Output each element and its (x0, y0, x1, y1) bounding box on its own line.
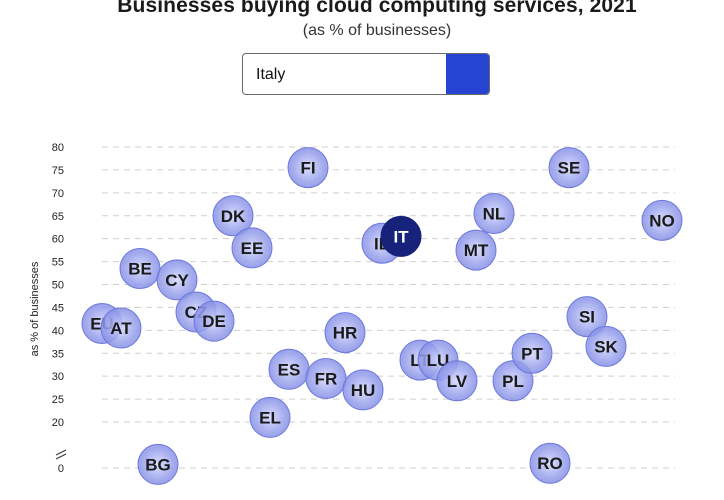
bubble-si[interactable]: SI (566, 296, 608, 338)
bubble-mt[interactable]: MT (455, 229, 497, 271)
y-tick-label: 50 (52, 280, 64, 292)
country-select-button[interactable] (446, 54, 489, 94)
bubble-label: NO (649, 211, 675, 230)
bubble-circle (231, 227, 273, 269)
y-tick-label: 65 (52, 211, 64, 223)
y-tick-label: 30 (52, 371, 64, 383)
bubble-cy[interactable]: CY (156, 259, 198, 301)
bubble-label: BG (145, 455, 171, 474)
bubble-label: HR (333, 324, 358, 343)
y-tick-label: 0 (58, 463, 64, 475)
bubble-label: NL (483, 204, 506, 223)
bubble-circle (455, 229, 497, 271)
bubble-label: CY (165, 271, 189, 290)
chart-title: Businesses buying cloud computing servic… (117, 0, 637, 17)
y-tick-label: 25 (52, 394, 64, 406)
bubble-el[interactable]: EL (249, 396, 291, 438)
y-tick-label: 20 (52, 417, 64, 429)
bubble-circle (193, 300, 235, 342)
bubble-circle (641, 199, 683, 241)
y-tick-label: 75 (52, 165, 64, 177)
bubble-lv[interactable]: LV (436, 360, 478, 402)
bubble-circle (137, 443, 179, 485)
bubble-ro[interactable]: RO (529, 442, 571, 484)
bubble-circle (380, 215, 422, 257)
bubble-circle (156, 259, 198, 301)
bubble-es[interactable]: ES (268, 348, 310, 390)
bubble-label: BE (128, 259, 152, 278)
y-tick-label: 55 (52, 257, 64, 269)
bubble-nl[interactable]: NL (473, 192, 515, 234)
bubble-it[interactable]: IT (380, 215, 422, 257)
bubble-circle (473, 192, 515, 234)
bubble-label: DE (202, 312, 226, 331)
bubble-label: FR (315, 369, 338, 388)
bubble-circle (305, 357, 347, 399)
bubble-hu[interactable]: HU (342, 369, 384, 411)
bubble-label: DK (221, 207, 246, 226)
bubble-circle (436, 360, 478, 402)
bubble-label: AT (110, 319, 132, 338)
y-tick-label: 70 (52, 188, 64, 200)
bubble-fr[interactable]: FR (305, 357, 347, 399)
bubble-label: PL (502, 372, 524, 391)
bubble-circle (249, 396, 291, 438)
bubble-label: EL (259, 408, 281, 427)
bubble-sk[interactable]: SK (585, 325, 627, 367)
bubble-label: RO (537, 454, 563, 473)
bubble-dk[interactable]: DK (212, 195, 254, 237)
bubble-label: ES (278, 360, 301, 379)
bubble-label: HU (351, 381, 376, 400)
bubble-label: FI (300, 159, 315, 178)
y-tick-label: 80 (52, 142, 64, 154)
bubble-fi[interactable]: FI (287, 147, 329, 189)
bubble-be[interactable]: BE (119, 247, 161, 289)
bubble-label: MT (464, 241, 489, 260)
y-tick-label: 40 (52, 325, 64, 337)
y-axis-ticks: 0 20 25 30 35 40 45 50 55 60 65 70 75 80 (52, 142, 64, 475)
y-tick-label: 60 (52, 234, 64, 246)
bubbles: EUATBECYCZDEDKEEBGESELFIFRHRHUIELTLULVMT… (81, 147, 683, 485)
bubble-hr[interactable]: HR (324, 312, 366, 354)
bubble-at[interactable]: AT (100, 307, 142, 349)
bubble-circle (511, 332, 553, 374)
bubble-label: SI (579, 308, 595, 327)
chart-subtitle: (as % of businesses) (302, 22, 452, 39)
axis-break-icon (55, 449, 67, 460)
y-axis-label: as % of businesses (29, 261, 41, 356)
bubble-label: LV (447, 372, 468, 391)
bubble-circle (585, 325, 627, 367)
bubble-circle (212, 195, 254, 237)
grid-lines (102, 146, 675, 469)
bubble-de[interactable]: DE (193, 300, 235, 342)
country-select[interactable]: Italy (242, 53, 490, 95)
bubble-circle (324, 312, 366, 354)
bubble-se[interactable]: SE (548, 147, 590, 189)
bubble-label: IT (393, 227, 409, 246)
bubble-circle (119, 247, 161, 289)
bubble-label: SK (594, 337, 618, 356)
bubble-circle (287, 147, 329, 189)
y-tick-label: 45 (52, 302, 64, 314)
bubble-ee[interactable]: EE (231, 227, 273, 269)
bubble-label: EE (241, 239, 264, 258)
bubble-circle (548, 147, 590, 189)
bubble-circle (566, 296, 608, 338)
bubble-circle (100, 307, 142, 349)
bubble-pt[interactable]: PT (511, 332, 553, 374)
bubble-circle (342, 369, 384, 411)
bubble-label: SE (558, 159, 581, 178)
bubble-label: PT (521, 344, 543, 363)
y-tick-label: 35 (52, 348, 64, 360)
bubble-no[interactable]: NO (641, 199, 683, 241)
bubble-bg[interactable]: BG (137, 443, 179, 485)
country-select-value: Italy (256, 66, 286, 83)
bubble-circle (529, 442, 571, 484)
